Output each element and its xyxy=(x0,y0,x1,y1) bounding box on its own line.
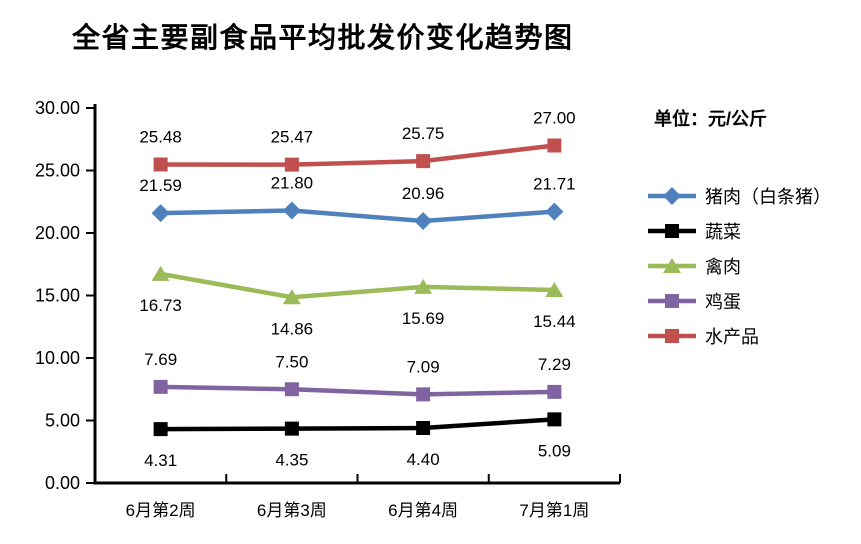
series-1-data-label: 5.09 xyxy=(538,441,571,460)
series-4-line xyxy=(158,143,557,167)
legend-item-1: 蔬菜 xyxy=(646,213,831,248)
series-0-marker xyxy=(151,204,170,223)
y-tick-label: 10.00 xyxy=(35,348,80,368)
series-1-marker xyxy=(416,421,431,435)
series-2-marker xyxy=(151,265,170,281)
legend-diamond-icon xyxy=(648,186,696,205)
unit-label: 单位：元/公斤 xyxy=(654,109,768,129)
y-tick-label: 30.00 xyxy=(35,98,80,118)
series-3-marker xyxy=(547,384,562,399)
x-category-label: 6月第4周 xyxy=(388,501,458,520)
series-0-data-label: 21.80 xyxy=(271,174,314,193)
series-0-data-label: 21.59 xyxy=(139,176,182,195)
x-category-label: 6月第2周 xyxy=(126,501,196,520)
series-2-data-label: 14.86 xyxy=(271,319,314,338)
series-4-data-label: 25.47 xyxy=(271,128,314,147)
series-3-data-label: 7.29 xyxy=(538,355,571,374)
series-4-data-label: 27.00 xyxy=(533,109,576,128)
series-0-data-label: 21.71 xyxy=(533,175,576,194)
legend-item-3: 鸡蛋 xyxy=(646,283,831,318)
series-3-data-label: 7.69 xyxy=(144,350,177,369)
series-2-data-label: 15.44 xyxy=(533,312,576,331)
series-3-marker xyxy=(416,387,431,402)
series-0-marker xyxy=(282,201,301,220)
legend-label: 蔬菜 xyxy=(705,221,741,242)
series-1-data-label: 4.35 xyxy=(275,451,308,470)
series-3-marker xyxy=(284,382,299,397)
legend-sample-marker xyxy=(663,257,681,273)
legend-sample-marker xyxy=(663,186,681,205)
legend-square-icon xyxy=(648,328,696,343)
legend-label: 禽肉 xyxy=(705,256,741,277)
series-1-marker xyxy=(153,422,168,437)
series-0-data-label: 20.96 xyxy=(402,184,445,203)
legend-sample-marker xyxy=(665,223,679,238)
series-1-marker xyxy=(284,421,299,436)
series-3-data-label: 7.09 xyxy=(407,357,440,376)
legend-label: 猪肉（白条猪） xyxy=(705,186,831,207)
series-4-marker xyxy=(416,154,431,169)
series-4-data-label: 25.48 xyxy=(139,128,182,147)
legend-item-2: 禽肉 xyxy=(646,248,831,283)
legend-label: 鸡蛋 xyxy=(705,291,741,312)
y-tick-label: 20.00 xyxy=(35,223,80,243)
y-tick-label: 25.00 xyxy=(35,161,80,181)
legend-sample-marker xyxy=(665,328,679,343)
x-category-label: 7月第1周 xyxy=(519,501,589,520)
series-0-line xyxy=(158,208,557,224)
legend: 猪肉（白条猪） 蔬菜禽肉鸡蛋水产品 xyxy=(646,178,831,353)
series-4-data-label: 25.75 xyxy=(402,124,445,143)
series-3-data-label: 7.50 xyxy=(275,352,308,371)
series-3-marker xyxy=(153,379,168,394)
series-2-marker xyxy=(414,278,433,294)
chart-title: 全省主要副食品平均批发价变化趋势图 xyxy=(72,23,574,54)
y-tick-label: 5.00 xyxy=(45,411,80,431)
legend-sample-marker xyxy=(665,293,679,308)
legend-triangle-icon xyxy=(648,257,696,273)
series-4-marker xyxy=(284,157,299,172)
legend-label: 水产品 xyxy=(705,326,759,347)
series-2-line xyxy=(158,271,557,300)
legend-square-icon xyxy=(648,293,696,308)
series-2-marker xyxy=(282,289,301,305)
x-category-label: 6月第3周 xyxy=(257,501,327,520)
legend-item-0: 猪肉（白条猪） xyxy=(646,178,831,213)
series-2-data-label: 16.73 xyxy=(139,296,182,315)
series-2-data-label: 15.69 xyxy=(402,309,445,328)
series-4-marker xyxy=(153,157,168,172)
series-0-marker xyxy=(414,212,433,230)
legend-item-4: 水产品 xyxy=(646,318,831,353)
y-tick-label: 15.00 xyxy=(35,286,80,306)
series-1-data-label: 4.40 xyxy=(407,450,440,469)
series-0-marker xyxy=(545,202,564,221)
y-tick-label: 0.00 xyxy=(45,473,80,493)
series-3-line xyxy=(158,384,557,397)
series-2-marker xyxy=(545,282,564,297)
series-4-marker xyxy=(547,138,562,153)
series-1-marker xyxy=(547,412,562,427)
series-1-line xyxy=(158,417,557,432)
series-1-data-label: 4.31 xyxy=(144,451,177,470)
legend-square-icon xyxy=(648,223,696,238)
